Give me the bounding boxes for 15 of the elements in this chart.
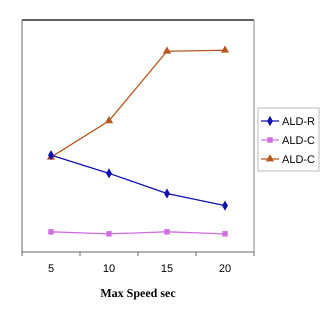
point (162, 46, 172, 54)
point (164, 229, 170, 235)
legend-label: ALD-R (282, 116, 316, 128)
x-tick-label: 5 (48, 263, 54, 275)
x-tick-label: 10 (102, 263, 116, 275)
legend-label: ALD-C (282, 154, 316, 166)
point (48, 229, 54, 235)
point (106, 231, 112, 237)
x-axis-title: Max Speed sec (100, 286, 176, 300)
legend-label: ALD-C (282, 135, 316, 147)
x-tick-label: 20 (218, 263, 232, 275)
x-tick-label: 15 (160, 263, 174, 275)
point (220, 45, 230, 53)
point (104, 116, 114, 124)
point (222, 231, 228, 237)
